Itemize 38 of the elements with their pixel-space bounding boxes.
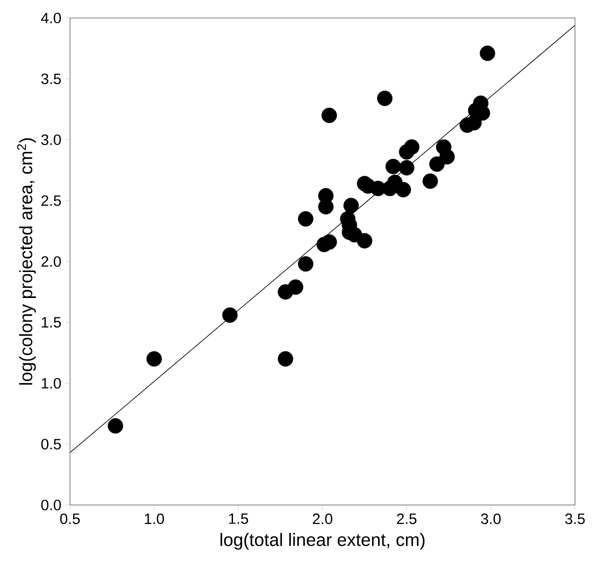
point bbox=[386, 158, 401, 174]
y-tick-label: 0.5 bbox=[41, 438, 61, 450]
point bbox=[318, 188, 334, 204]
point bbox=[322, 234, 337, 250]
point bbox=[356, 233, 372, 248]
y-tick-label: 3.5 bbox=[41, 74, 61, 84]
x-axis-title: log(total linear extent, cm) bbox=[220, 532, 425, 550]
y-tick-label: 2.0 bbox=[41, 256, 61, 267]
x-tick-label: 1.0 bbox=[144, 514, 164, 524]
y-axis-title: log(colony projected area, cm$^{2}$) bbox=[17, 138, 36, 385]
y-tick-label: 4.0 bbox=[41, 12, 61, 24]
point bbox=[322, 108, 337, 124]
point bbox=[404, 139, 420, 155]
x-tick-label: 2.0 bbox=[312, 514, 332, 524]
y-tick-label: 1.5 bbox=[42, 317, 61, 328]
x-tick-label: 0.5 bbox=[60, 514, 80, 524]
y-tick-label: 3.0 bbox=[41, 134, 61, 146]
point bbox=[298, 256, 314, 272]
y-tick-label: 1.0 bbox=[42, 378, 61, 389]
point bbox=[343, 198, 359, 214]
point bbox=[398, 160, 414, 176]
point bbox=[146, 351, 162, 367]
y-tick-label: 2.5 bbox=[41, 195, 61, 206]
point bbox=[288, 279, 304, 295]
x-tick-label: 1.5 bbox=[229, 514, 248, 524]
x-tick-label: 3.5 bbox=[565, 514, 585, 524]
point bbox=[222, 307, 238, 323]
point bbox=[396, 182, 411, 198]
point bbox=[422, 173, 438, 189]
point bbox=[108, 418, 124, 434]
y-tick-label: 0.0 bbox=[41, 500, 61, 510]
point bbox=[439, 149, 455, 164]
point bbox=[278, 351, 294, 367]
point bbox=[298, 211, 314, 227]
x-tick-label: 2.5 bbox=[397, 514, 416, 524]
x-tick-label: 3.0 bbox=[481, 514, 501, 524]
point bbox=[377, 90, 392, 106]
point bbox=[480, 46, 496, 61]
